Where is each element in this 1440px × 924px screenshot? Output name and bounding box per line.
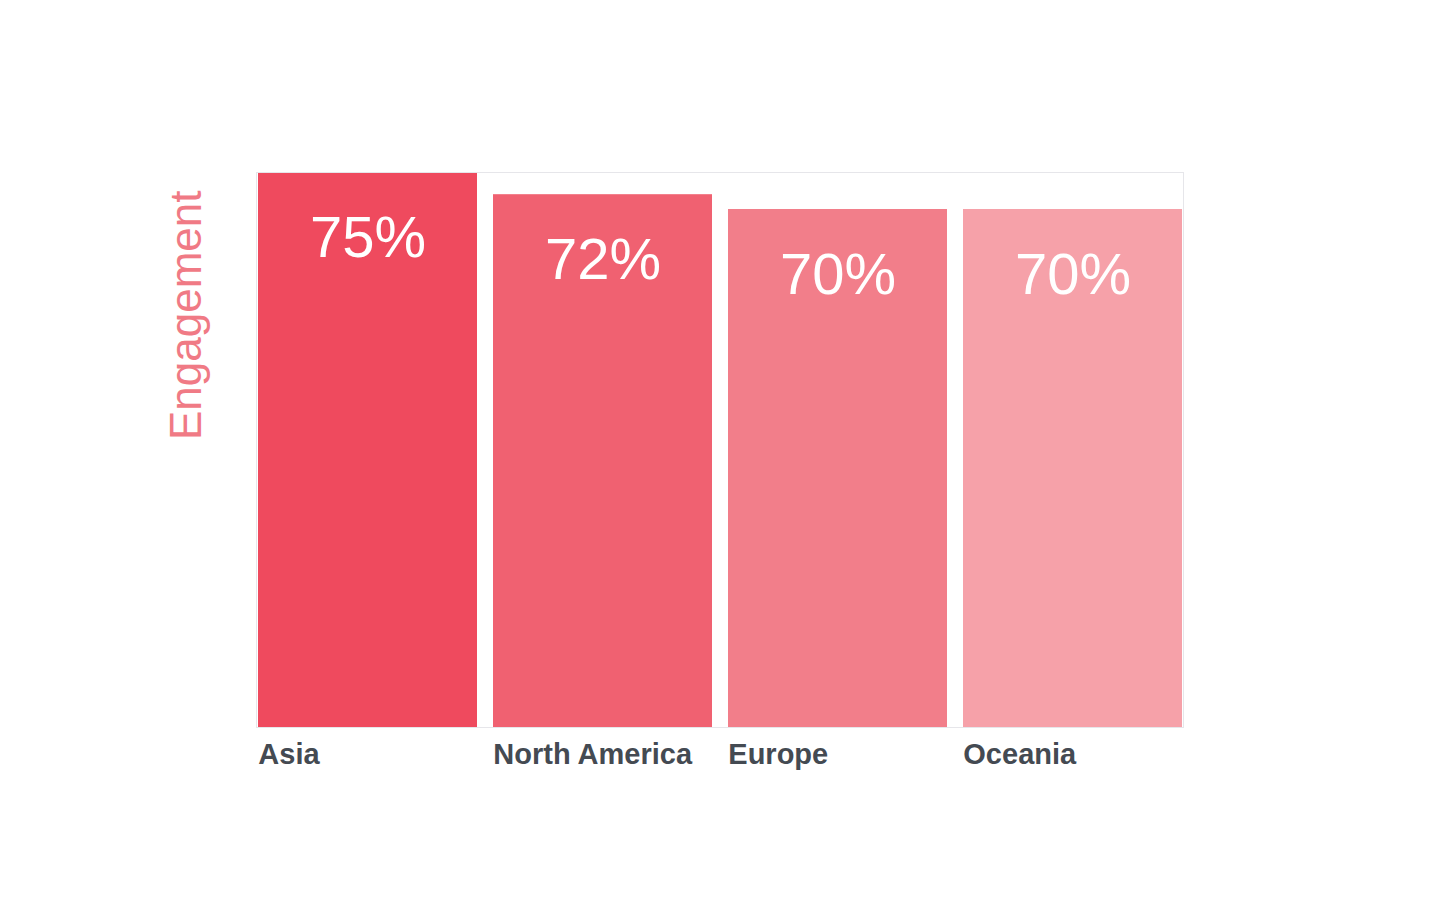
svg-text:70%: 70% xyxy=(1015,241,1131,306)
svg-text:75%: 75% xyxy=(310,204,426,269)
svg-text:72%: 72% xyxy=(545,226,661,291)
svg-text:Europe: Europe xyxy=(728,738,828,770)
svg-text:Engagement: Engagement xyxy=(161,190,210,440)
svg-text:North America: North America xyxy=(493,738,693,770)
svg-text:Asia: Asia xyxy=(258,738,320,770)
svg-text:Oceania: Oceania xyxy=(963,738,1077,770)
svg-text:70%: 70% xyxy=(780,241,896,306)
